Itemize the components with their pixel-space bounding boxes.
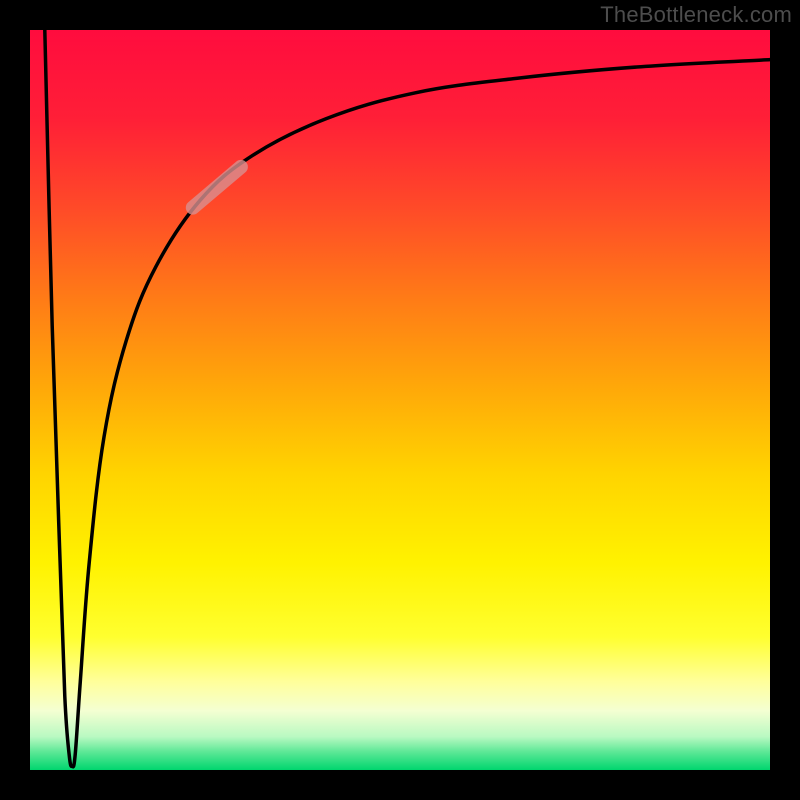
bottleneck-curve-chart — [0, 0, 800, 800]
watermark-text: TheBottleneck.com — [600, 2, 792, 28]
plot-background-gradient — [30, 30, 770, 770]
chart-container: TheBottleneck.com — [0, 0, 800, 800]
